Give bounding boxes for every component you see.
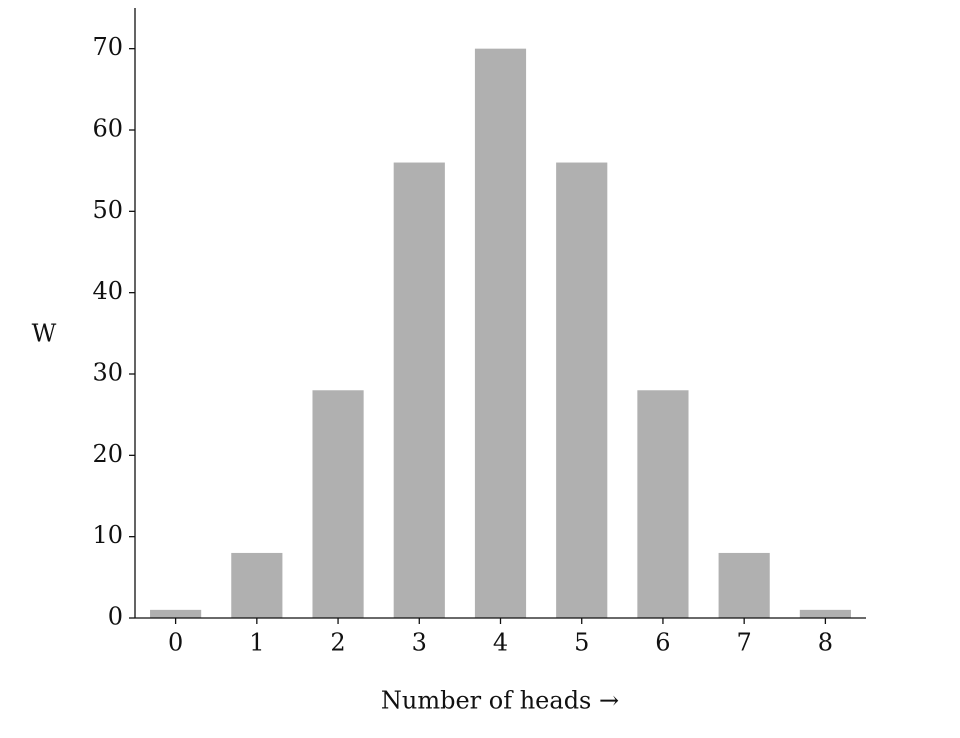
y-tick-label: 10 (92, 521, 123, 549)
x-tick-label: 4 (493, 629, 508, 657)
y-tick-label: 60 (92, 115, 123, 143)
bar (637, 390, 689, 618)
bar (231, 552, 283, 618)
x-tick-label: 7 (737, 629, 752, 657)
x-tick-label: 0 (168, 629, 183, 657)
bar (799, 609, 851, 618)
x-tick-label: 8 (818, 629, 833, 657)
y-tick-label: 40 (92, 277, 123, 305)
bar (556, 162, 608, 619)
x-tick-label: 3 (412, 629, 427, 657)
bar (312, 390, 364, 618)
bar (393, 162, 445, 619)
y-tick-label: 30 (92, 359, 123, 387)
x-tick-label: 6 (655, 629, 670, 657)
y-axis-label: W (32, 320, 57, 348)
y-tick-label: 70 (92, 33, 123, 61)
x-tick-label: 2 (330, 629, 345, 657)
bar (150, 609, 202, 618)
x-tick-label: 1 (249, 629, 264, 657)
x-tick-label: 5 (574, 629, 589, 657)
y-tick-label: 20 (92, 440, 123, 468)
bar (718, 552, 770, 618)
y-tick-label: 0 (108, 603, 123, 631)
y-tick-label: 50 (92, 196, 123, 224)
x-axis-label: Number of heads → (381, 687, 619, 715)
bar (474, 48, 527, 618)
